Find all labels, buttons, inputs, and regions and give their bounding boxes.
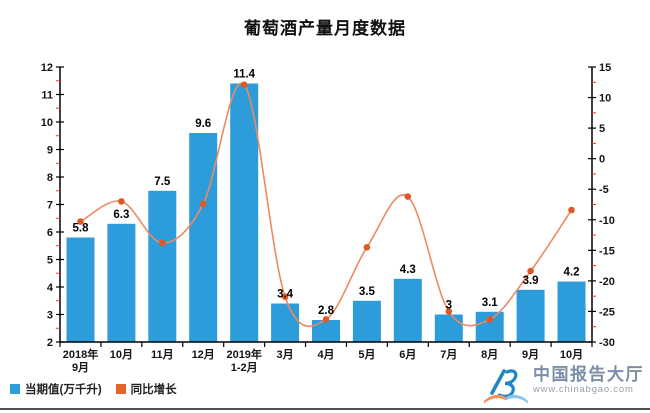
line-marker: [118, 198, 125, 205]
line-marker: [77, 218, 84, 225]
y-right-tick-label: -5: [599, 184, 609, 196]
y-left-tick-label: 7: [47, 200, 53, 212]
y-right-tick-label: -25: [599, 306, 615, 318]
bar: [434, 314, 463, 342]
y-right-tick-label: 15: [599, 62, 611, 74]
logo-three-stroke: [497, 369, 518, 398]
bar: [557, 281, 586, 342]
x-tick-label: 3月: [277, 348, 294, 361]
legend-label-line-series: 同比增长: [130, 384, 177, 396]
x-tick-label: 2019年 1-2月: [226, 347, 261, 374]
bar: [189, 133, 218, 342]
line-marker: [159, 239, 166, 247]
y-left-tick-label: 2: [47, 337, 53, 349]
line-marker: [363, 244, 371, 251]
bottom-border-line: [0, 408, 650, 410]
y-left-tick-label: 9: [47, 145, 53, 157]
bar: [230, 83, 259, 342]
line-marker: [527, 267, 534, 275]
line-marker: [445, 308, 453, 315]
bar: [66, 237, 95, 342]
bar: [107, 223, 136, 343]
y-left-tick-label: 3: [47, 310, 53, 322]
bar-value-label: 11.4: [233, 69, 255, 81]
line-series: [80, 82, 573, 328]
y-right-tick-label: -10: [599, 215, 615, 227]
line-marker: [281, 293, 289, 301]
bar-value-label: 6.3: [113, 209, 129, 221]
x-tick-label: 10月: [560, 348, 583, 361]
line-marker: [322, 316, 330, 323]
bar-value-label: 7.5: [154, 176, 171, 188]
y-left-tick-label: 6: [47, 227, 53, 239]
x-tick-label: 8月: [481, 348, 498, 361]
watermark-text-block: 中国报告大厅 www.chinabgao.com: [533, 366, 644, 395]
legend-label-bar-series: 当期值(万千升): [25, 384, 102, 396]
bar: [312, 320, 340, 342]
bar: [393, 278, 422, 343]
bar-value-label: 3: [446, 300, 452, 312]
bar-value-label: 3.1: [482, 297, 499, 309]
y-left-tick-label: 4: [47, 282, 54, 294]
bar: [271, 303, 300, 342]
bar-value-label: 5.8: [73, 223, 90, 235]
bar-value-label: 2.8: [318, 305, 335, 317]
chart-title: 葡萄酒产量月度数据: [244, 19, 406, 38]
legend-swatch-line-series: [115, 384, 126, 394]
bar-value-label: 4.3: [400, 264, 416, 276]
x-tick-label: 4月: [317, 348, 334, 361]
bar: [352, 300, 381, 343]
bar-value-label: 3.4: [277, 289, 294, 301]
y-right-tick-label: -30: [599, 337, 615, 349]
x-tick-label: 9月: [522, 348, 539, 361]
y-right-tick-label: -20: [599, 276, 615, 288]
logo-slash-stroke: [490, 369, 506, 395]
bar-value-label: 3.5: [359, 286, 376, 298]
y-right-tick-label: 0: [599, 154, 605, 166]
x-tick-label: 7月: [440, 348, 457, 361]
watermark-url: www.chinabgao.com: [533, 384, 634, 395]
legend-swatch-bar-series: [10, 384, 20, 394]
x-tick-label: 6月: [399, 348, 416, 361]
bar-value-label: 4.2: [564, 267, 580, 279]
legend: 当期值(万千升) 同比增长: [10, 381, 177, 397]
y-right-tick-label: 10: [599, 93, 611, 105]
y-left-tick-label: 11: [41, 90, 53, 102]
y-left-tick-label: 5: [47, 255, 53, 267]
y-right-tick-label: -15: [599, 245, 615, 257]
line-marker: [404, 193, 412, 200]
y-left-tick-label: 10: [41, 117, 53, 129]
chinabgao-logo-icon: [484, 369, 528, 404]
logo-book-left-icon: [484, 394, 506, 404]
line-marker: [486, 316, 494, 323]
watermark-name: 中国报告大厅: [533, 365, 644, 384]
bar-value-label: 9.6: [195, 118, 211, 130]
x-tick-label: 11月: [151, 348, 174, 361]
y-right-tick-label: 5: [599, 123, 605, 135]
x-tick-label: 10月: [110, 348, 133, 361]
line-marker: [240, 81, 248, 88]
watermark-logo: 中国报告大厅 www.chinabgao.com: [483, 366, 644, 406]
bar-value-label: 3.9: [523, 275, 539, 287]
x-tick-label: 2018年 9月: [63, 347, 98, 374]
y-left-tick-label: 8: [47, 172, 53, 184]
line-marker: [568, 206, 575, 214]
x-tick-label: 5月: [358, 348, 375, 361]
line-marker: [199, 200, 207, 208]
logo-book-right-icon: [506, 394, 528, 404]
x-tick-label: 12月: [192, 348, 215, 361]
bar: [148, 190, 177, 343]
y-left-tick-label: 12: [41, 62, 53, 74]
bar: [516, 289, 545, 343]
